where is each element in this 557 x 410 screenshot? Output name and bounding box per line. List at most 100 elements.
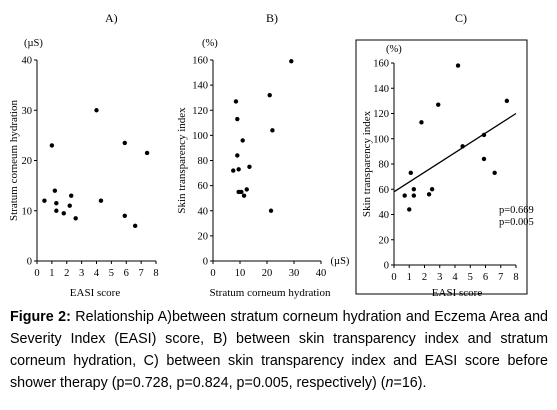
y-unit-label: (%) bbox=[202, 38, 218, 49]
y-axis-title: Skin transparency index bbox=[361, 110, 373, 217]
data-point bbox=[122, 213, 127, 218]
data-point bbox=[267, 92, 272, 98]
y-tick-label: 20 bbox=[379, 235, 390, 246]
y-unit-label: (µS) bbox=[24, 38, 43, 49]
y-axis-title: Stratum corneum hydration bbox=[8, 100, 20, 221]
y-tick-label: 80 bbox=[198, 156, 209, 167]
data-point bbox=[49, 143, 55, 148]
y-tick-label: 140 bbox=[192, 81, 208, 92]
p-value-annotation: p=0.669 bbox=[499, 205, 534, 216]
figure-caption: Figure 2: Relationship A)between stratum… bbox=[10, 306, 548, 394]
x-axis-title: Stratum corneum hydration bbox=[210, 287, 331, 299]
x-tick-label: 7 bbox=[139, 268, 144, 279]
y-tick-label: 40 bbox=[379, 210, 390, 221]
y-tick-label: 40 bbox=[198, 206, 209, 217]
x-tick-label: 1 bbox=[49, 268, 54, 279]
data-point bbox=[481, 156, 487, 162]
data-point bbox=[289, 59, 294, 64]
y-tick-label: 120 bbox=[373, 109, 389, 120]
data-point bbox=[132, 223, 138, 229]
data-point bbox=[407, 207, 412, 212]
y-axis-title: Skin transparency index bbox=[176, 107, 188, 214]
data-point bbox=[247, 164, 252, 169]
caption-n-symbol: n bbox=[385, 375, 394, 391]
x-tick-label: 5 bbox=[468, 272, 473, 283]
data-point bbox=[460, 144, 465, 149]
data-point bbox=[408, 170, 413, 176]
y-tick-label: 140 bbox=[373, 84, 389, 95]
data-point bbox=[492, 170, 497, 176]
data-point bbox=[429, 187, 435, 192]
data-point bbox=[144, 150, 150, 156]
data-point bbox=[411, 187, 417, 192]
y-tick-label: 60 bbox=[379, 185, 390, 196]
data-point bbox=[481, 132, 487, 138]
data-point bbox=[54, 208, 59, 213]
data-point bbox=[69, 193, 74, 198]
data-point bbox=[67, 203, 72, 208]
panel-label: A) bbox=[105, 11, 118, 25]
data-point bbox=[241, 193, 247, 198]
data-point bbox=[239, 189, 244, 195]
x-tick-label: 4 bbox=[452, 272, 458, 283]
y-tick-label: 20 bbox=[22, 156, 33, 167]
caption-tail: =16). bbox=[393, 375, 427, 391]
data-point bbox=[235, 153, 240, 158]
data-point bbox=[411, 193, 417, 198]
x-unit-label: (µS) bbox=[331, 256, 350, 267]
data-point bbox=[98, 198, 104, 203]
caption-label: Figure 2: bbox=[10, 309, 71, 325]
data-point bbox=[61, 211, 66, 216]
x-tick-label: 6 bbox=[124, 268, 129, 279]
y-tick-label: 30 bbox=[22, 106, 33, 117]
y-tick-label: 40 bbox=[22, 56, 33, 67]
data-point bbox=[426, 192, 432, 197]
x-tick-label: 0 bbox=[391, 272, 396, 283]
y-unit-label: (%) bbox=[386, 44, 402, 55]
y-tick-label: 80 bbox=[379, 160, 390, 171]
data-point bbox=[94, 108, 99, 113]
data-point bbox=[73, 216, 78, 221]
x-tick-label: 10 bbox=[235, 268, 246, 279]
y-tick-label: 10 bbox=[22, 206, 33, 217]
x-tick-label: 30 bbox=[289, 268, 300, 279]
y-tick-label: 120 bbox=[192, 106, 208, 117]
data-point bbox=[122, 140, 127, 146]
x-tick-label: 8 bbox=[153, 268, 158, 279]
data-point bbox=[235, 116, 240, 122]
x-tick-label: 8 bbox=[513, 272, 518, 283]
x-tick-label: 6 bbox=[483, 272, 488, 283]
y-tick-label: 0 bbox=[203, 257, 208, 268]
data-point bbox=[244, 187, 249, 192]
y-tick-label: 0 bbox=[384, 261, 389, 272]
y-tick-label: 0 bbox=[27, 257, 32, 268]
data-point bbox=[54, 201, 59, 206]
panel-label: C) bbox=[455, 11, 467, 25]
p-value-annotation: p=0.005 bbox=[499, 217, 534, 228]
x-tick-label: 1 bbox=[407, 272, 412, 283]
data-point bbox=[504, 98, 510, 104]
y-tick-label: 160 bbox=[192, 56, 208, 67]
caption-text: Relationship A)between stratum corneum h… bbox=[10, 309, 549, 391]
x-axis-title: EASI score bbox=[432, 287, 483, 299]
x-tick-label: 40 bbox=[316, 268, 327, 279]
x-tick-label: 4 bbox=[94, 268, 100, 279]
data-point bbox=[436, 102, 441, 107]
data-point bbox=[419, 120, 424, 125]
x-tick-label: 0 bbox=[210, 268, 215, 279]
data-point bbox=[231, 168, 236, 173]
x-tick-label: 2 bbox=[422, 272, 427, 283]
x-tick-label: 20 bbox=[262, 268, 273, 279]
data-point bbox=[268, 208, 274, 213]
data-point bbox=[52, 188, 58, 193]
data-point bbox=[270, 128, 275, 133]
x-tick-label: 5 bbox=[109, 268, 114, 279]
data-point bbox=[233, 99, 239, 104]
x-tick-label: 7 bbox=[498, 272, 503, 283]
data-point bbox=[42, 198, 47, 203]
x-axis-title: EASI score bbox=[70, 287, 121, 299]
panel-label: B) bbox=[266, 11, 278, 25]
data-point bbox=[455, 63, 461, 68]
data-point bbox=[240, 138, 245, 143]
